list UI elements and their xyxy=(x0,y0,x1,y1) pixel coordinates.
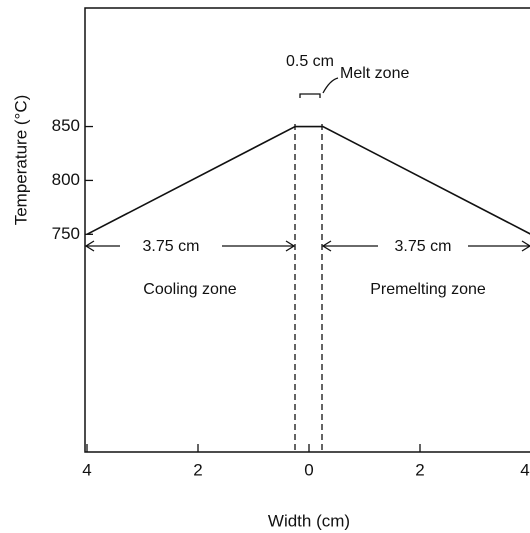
x-tick-label: 2 xyxy=(415,460,424,479)
annotation: 3.75 cm xyxy=(143,238,200,255)
dimension-arrows xyxy=(86,78,530,251)
x-tick-label: 4 xyxy=(82,460,91,479)
x-tick-label: 0 xyxy=(304,460,313,479)
annotation: Cooling zone xyxy=(143,281,237,298)
page: Width (cm) Temperature (°C) 750 800 850 4 2 0… xyxy=(0,0,530,533)
annotation: Melt zone xyxy=(340,65,409,82)
x-tick-label: 4 xyxy=(520,460,529,479)
y-axis-label: Temperature (°C) xyxy=(11,95,30,226)
chart: Width (cm) Temperature (°C) 750 800 850 4 2 0… xyxy=(0,0,530,533)
annotation: 0.5 cm xyxy=(286,53,334,70)
y-tick-label: 800 xyxy=(52,170,80,189)
y-tick-label: 850 xyxy=(52,116,80,135)
x-axis-label: Width (cm) xyxy=(268,511,350,530)
annotation: 3.75 cm xyxy=(395,238,452,255)
annotation: Premelting zone xyxy=(370,281,486,298)
temperature-line xyxy=(87,127,530,235)
plot-frame xyxy=(85,8,530,452)
x-tick-label: 2 xyxy=(193,460,202,479)
y-tick-label: 750 xyxy=(52,224,80,243)
